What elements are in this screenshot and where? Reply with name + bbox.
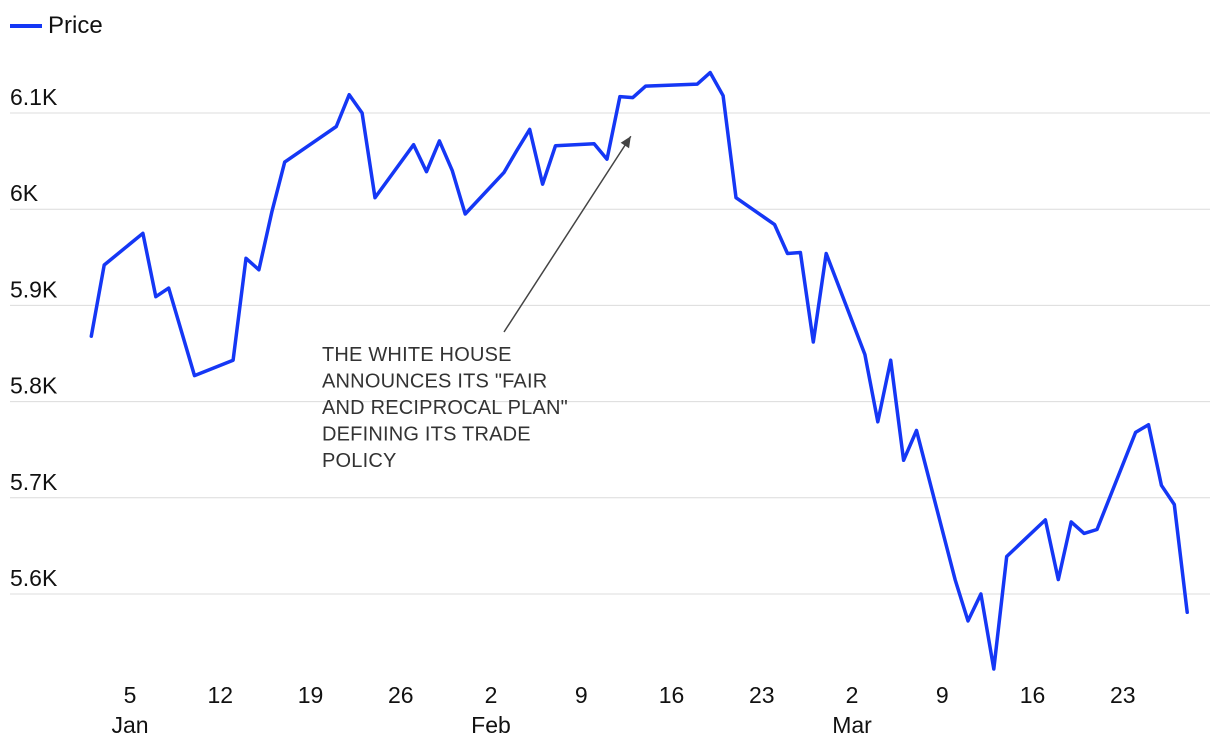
- x-tick-label: 9: [575, 682, 588, 708]
- x-month-label: Feb: [471, 712, 511, 738]
- annotation-text-line: THE WHITE HOUSE: [322, 344, 512, 366]
- y-tick-label: 5.9K: [10, 276, 58, 302]
- x-tick-label: 16: [1020, 682, 1046, 708]
- annotation-leader-line: [503, 135, 632, 333]
- x-tick-label: 26: [388, 682, 414, 708]
- x-tick-label: 12: [207, 682, 233, 708]
- x-tick-label: 2: [846, 682, 859, 708]
- series-price: [89, 70, 1189, 671]
- gridlines: [10, 112, 1210, 595]
- y-tick-label: 6K: [10, 180, 39, 206]
- legend-label: Price: [48, 12, 103, 39]
- y-tick-label: 5.6K: [10, 565, 58, 591]
- x-axis-ticks: 5 Jan 12 19 26 2 Feb 9 16 23 2 Mar 9 16 23: [111, 682, 1135, 738]
- y-axis-ticks: 5.6K 5.7K 5.8K 5.9K 6K 6.1K: [10, 84, 58, 591]
- legend-swatch: [10, 24, 42, 28]
- y-tick-label: 5.8K: [10, 373, 58, 399]
- annotation-text-line: ANNOUNCES ITS "FAIR: [322, 371, 547, 393]
- x-tick-label: 2: [485, 682, 498, 708]
- annotation-text-line: POLICY: [322, 450, 397, 472]
- x-tick-label: 5: [124, 682, 137, 708]
- legend: Price: [10, 12, 103, 40]
- x-month-label: Mar: [832, 712, 872, 738]
- x-tick-label: 23: [1110, 682, 1136, 708]
- annotation: THE WHITE HOUSE ANNOUNCES ITS "FAIR AND RE…: [322, 135, 632, 472]
- x-tick-label: 23: [749, 682, 775, 708]
- x-tick-label: 19: [298, 682, 324, 708]
- annotation-text-line: DEFINING ITS TRADE: [322, 424, 531, 446]
- x-month-label: Jan: [111, 712, 148, 738]
- annotation-text-line: AND RECIPROCAL PLAN": [322, 397, 568, 419]
- x-tick-label: 9: [936, 682, 949, 708]
- y-tick-label: 5.7K: [10, 469, 58, 495]
- annotation-arrowhead: [620, 136, 631, 149]
- series-line-price: [89, 70, 1189, 671]
- x-tick-label: 16: [659, 682, 685, 708]
- y-tick-label: 6.1K: [10, 84, 58, 110]
